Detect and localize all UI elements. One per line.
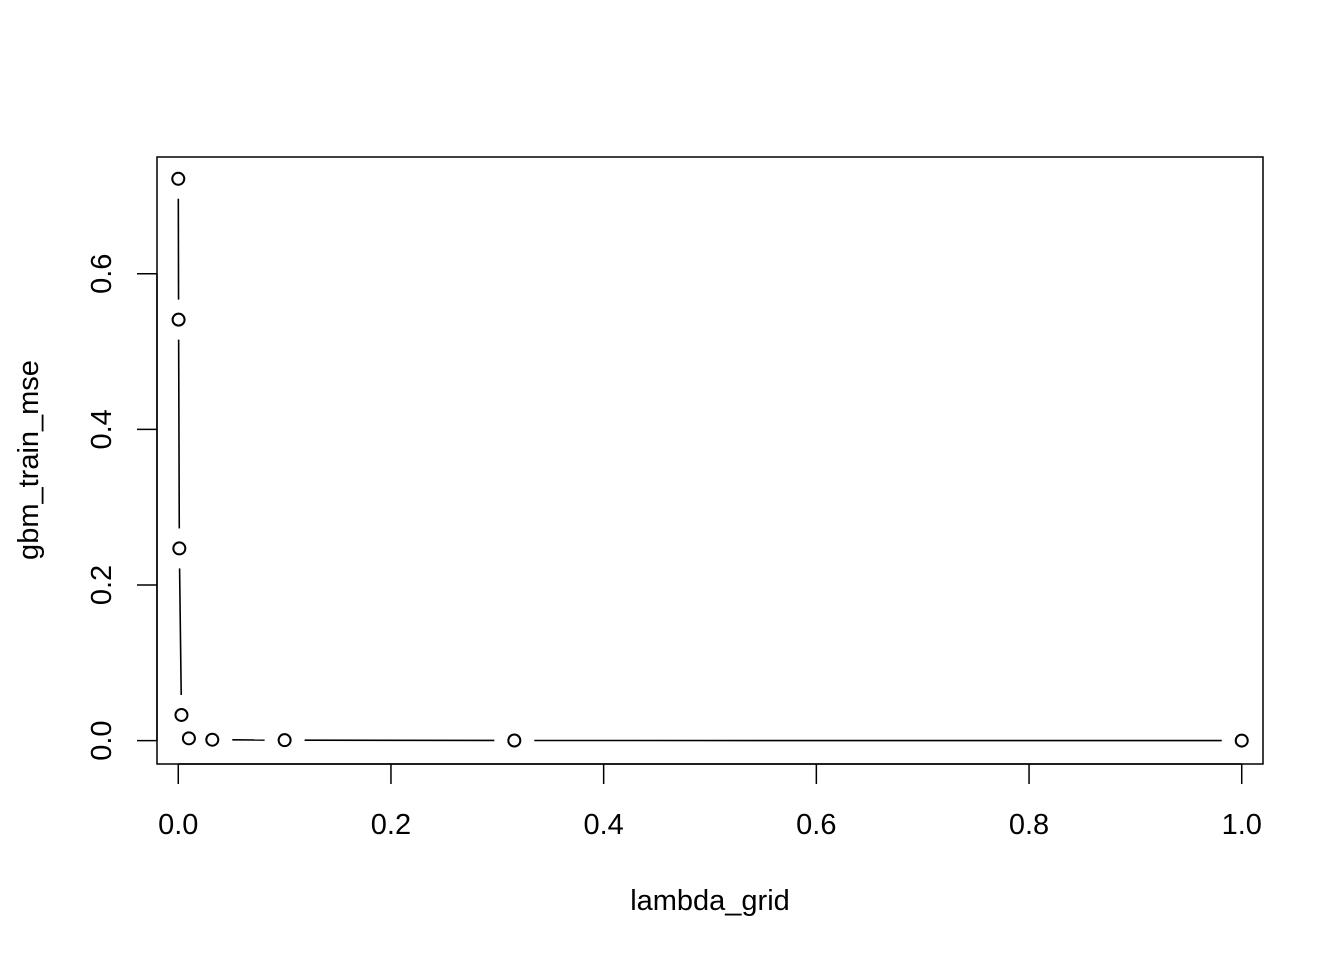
- x-tick-label: 0.6: [796, 809, 836, 841]
- data-point: [181, 731, 196, 746]
- data-point: [1234, 733, 1249, 748]
- data-point: [174, 707, 189, 722]
- data-point: [205, 732, 220, 747]
- data-point: [172, 541, 187, 556]
- y-tick-label: 0.0: [86, 720, 118, 760]
- y-tick-label: 0.6: [86, 254, 118, 294]
- data-point: [171, 312, 186, 327]
- y-tick-label: 0.4: [86, 409, 118, 449]
- x-tick-label: 0.0: [158, 809, 198, 841]
- y-axis: 0.0 0.2 0.4 0.6: [86, 254, 158, 761]
- data-point: [277, 733, 292, 748]
- x-tick-label: 0.8: [1009, 809, 1049, 841]
- x-tick-label: 1.0: [1222, 809, 1262, 841]
- x-axis-label: lambda_grid: [630, 885, 790, 917]
- x-tick-label: 0.4: [583, 809, 623, 841]
- data-point: [507, 733, 522, 748]
- series-lines: [177, 198, 1222, 742]
- y-axis-label: gbm_train_mse: [13, 360, 45, 560]
- series-line-segment: [177, 339, 181, 529]
- y-tick-label: 0.2: [86, 565, 118, 605]
- x-axis: 0.0 0.2 0.4 0.6 0.8 1.0: [158, 763, 1262, 841]
- series-line-segment: [178, 568, 183, 695]
- x-tick-label: 0.2: [371, 809, 411, 841]
- series-points: [171, 171, 1249, 748]
- data-point: [171, 171, 186, 186]
